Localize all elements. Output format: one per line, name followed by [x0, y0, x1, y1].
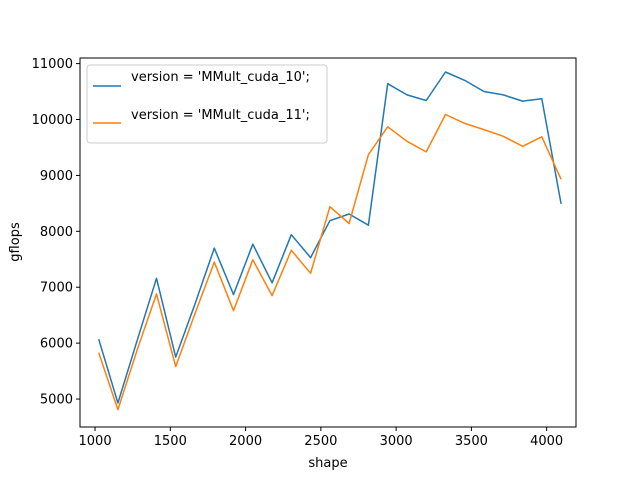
x-tick-label: 1500 — [154, 434, 187, 449]
series-line-1 — [97, 113, 562, 411]
x-tick-label: 1000 — [79, 434, 112, 449]
y-axis-ticks: 5000 6000 7000 8000 9000 10000 11000 — [32, 57, 80, 408]
x-tick-label: 2500 — [304, 434, 337, 449]
legend-label-mmult-cuda-11: version = 'MMult_cuda_11'; — [131, 108, 310, 123]
y-tick-label: 6000 — [40, 337, 73, 352]
y-tick-label: 7000 — [40, 281, 73, 296]
y-axis-label: gflops — [8, 222, 23, 262]
y-tick-label: 9000 — [40, 169, 73, 184]
plot-lines — [97, 71, 562, 411]
x-tick-label: 3000 — [380, 434, 413, 449]
y-tick-label: 8000 — [40, 225, 73, 240]
legend-box — [86, 64, 328, 144]
series-line-0 — [97, 71, 562, 404]
legend-label-mmult-cuda-10: version = 'MMult_cuda_10'; — [131, 70, 310, 85]
legend: version = 'MMult_cuda_10'; version = 'MM… — [86, 64, 328, 144]
y-tick-label: 11000 — [32, 57, 73, 72]
x-tick-label: 4000 — [530, 434, 563, 449]
x-tick-label: 2000 — [229, 434, 262, 449]
plot-frame — [79, 57, 577, 428]
x-axis-label: shape — [308, 456, 347, 471]
y-tick-label: 5000 — [40, 393, 73, 408]
x-axis-ticks: 1000 1500 2000 2500 3000 3500 4000 — [79, 427, 563, 449]
x-tick-label: 3500 — [455, 434, 488, 449]
y-tick-label: 10000 — [32, 113, 73, 128]
